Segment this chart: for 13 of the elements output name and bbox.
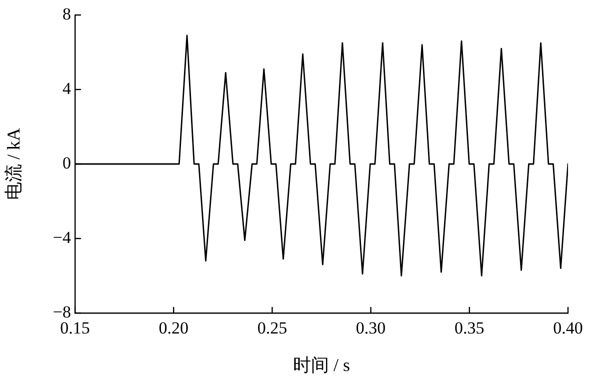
y-axis-title: 电流 / kA — [4, 128, 24, 200]
x-tick-label: 0.35 — [454, 318, 484, 338]
x-tick-label: 0.25 — [257, 318, 288, 338]
x-tick-label: 0.20 — [158, 318, 188, 338]
x-axis-title: 时间 / s — [292, 354, 350, 375]
y-tick-label: 4 — [62, 78, 72, 98]
y-tick-label: 8 — [62, 4, 71, 24]
x-tick-label: 0.40 — [553, 318, 583, 338]
y-tick-label: −4 — [52, 228, 72, 247]
x-tick-label: 0.30 — [356, 318, 386, 338]
y-tick-label: 0 — [62, 153, 71, 172]
x-tick-label: 0.15 — [60, 318, 90, 338]
y-tick-label: −8 — [52, 302, 71, 322]
